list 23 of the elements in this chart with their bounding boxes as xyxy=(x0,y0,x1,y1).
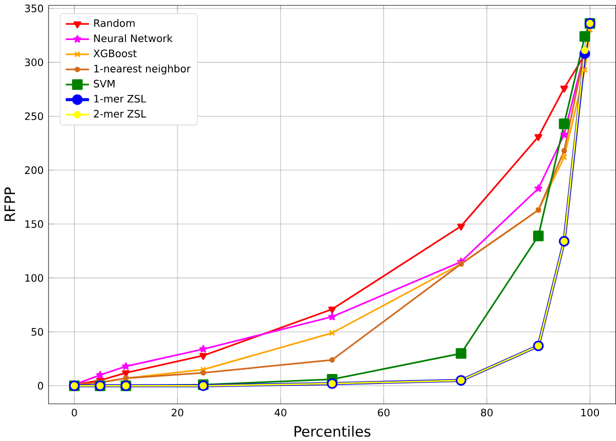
legend-label: 1-nearest neighbor xyxy=(94,64,191,74)
y-tick-label: 150 xyxy=(25,220,44,228)
y-axis-title: RFPP xyxy=(4,187,15,221)
x-axis-title: Percentiles xyxy=(294,426,370,437)
x-tick-label: 20 xyxy=(172,408,184,416)
y-tick-label: 0 xyxy=(38,382,44,390)
legend-label: 2-mer ZSL xyxy=(94,110,146,118)
x-tick-label: 60 xyxy=(378,408,390,416)
legend-label: 1-mer ZSL xyxy=(94,94,146,102)
legend-label: SVM xyxy=(94,80,114,88)
y-tick-label: 100 xyxy=(25,274,44,282)
legend-label: Random xyxy=(94,18,135,27)
y-tick-label: 50 xyxy=(32,328,44,336)
x-tick-label: 0 xyxy=(72,408,77,416)
y-tick-label: 200 xyxy=(25,166,44,174)
y-tick-label: 350 xyxy=(25,4,44,12)
y-tick-label: 300 xyxy=(25,58,44,66)
y-tick-label: 250 xyxy=(25,112,44,120)
x-tick-label: 40 xyxy=(274,408,286,416)
x-tick-label: 80 xyxy=(481,408,493,416)
legend-label: Neural Network xyxy=(94,34,173,42)
legend-label: XGBoost xyxy=(93,49,137,58)
x-tick-label: 100 xyxy=(581,408,599,416)
